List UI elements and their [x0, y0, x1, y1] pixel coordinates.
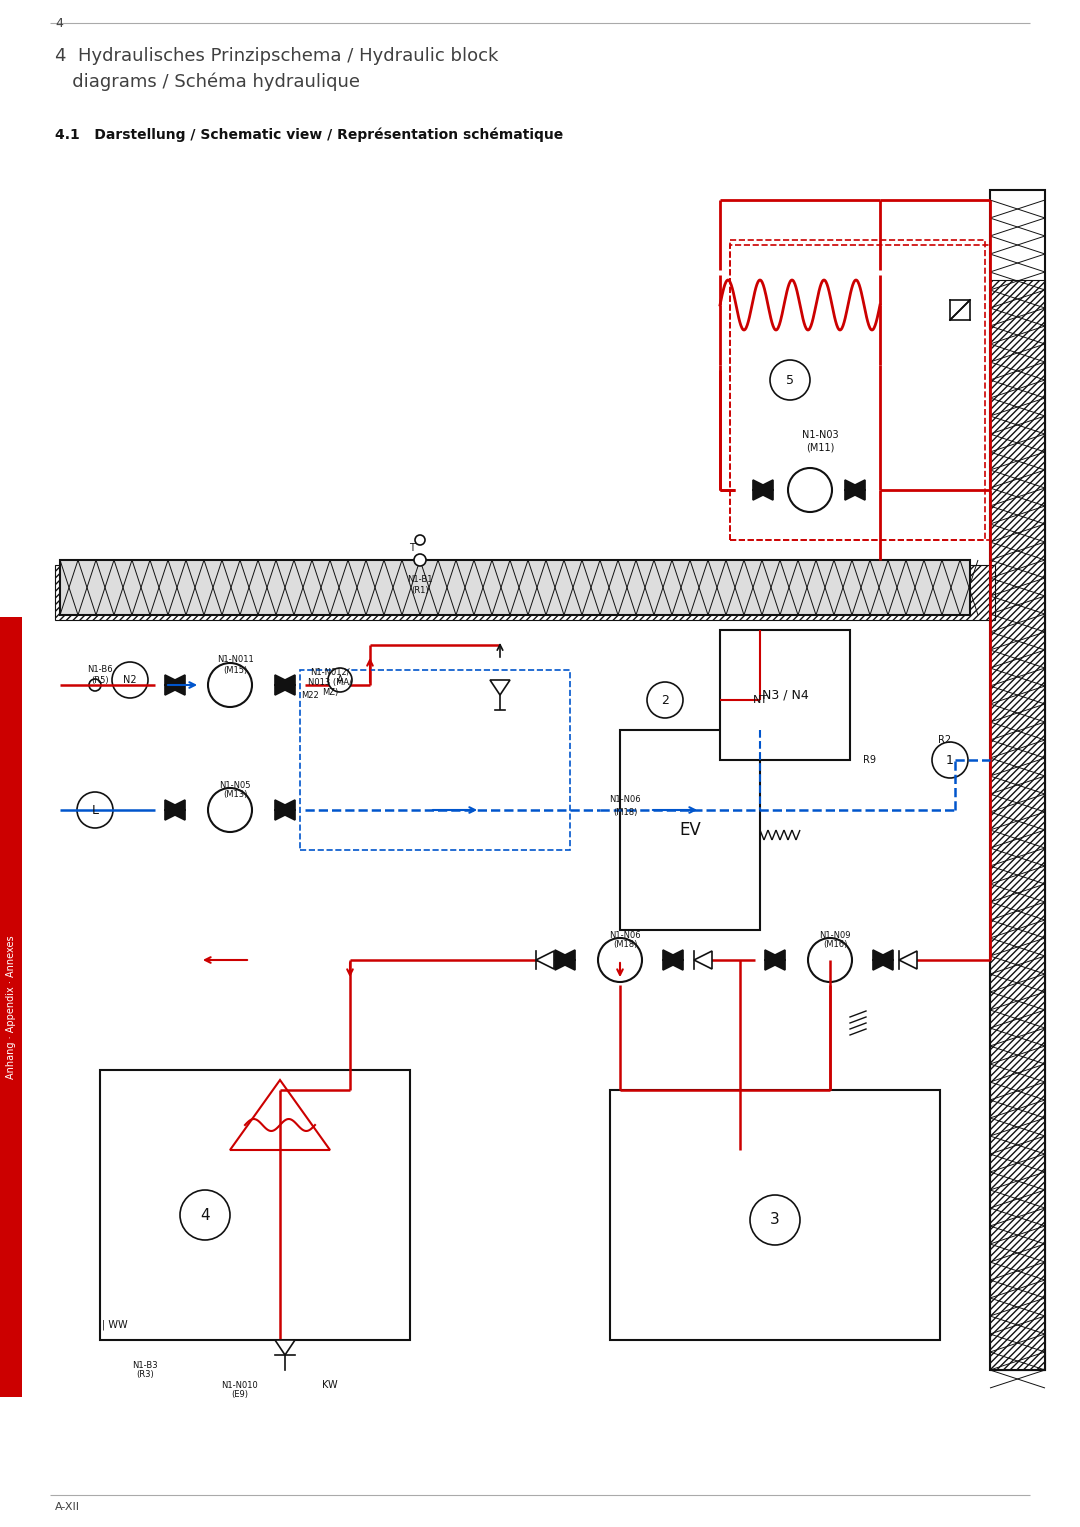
Text: R2: R2 — [939, 734, 951, 745]
Polygon shape — [275, 675, 295, 695]
Text: N3 / N4: N3 / N4 — [761, 689, 808, 701]
Polygon shape — [275, 675, 295, 695]
Text: N1-N012/: N1-N012/ — [310, 667, 350, 676]
Text: (M15): (M15) — [222, 666, 247, 675]
Circle shape — [208, 663, 252, 707]
Text: T: T — [409, 544, 415, 553]
Circle shape — [415, 534, 426, 545]
Text: 1: 1 — [946, 753, 954, 767]
Text: N013 (MA/: N013 (MA/ — [308, 678, 352, 687]
Text: 4  Hydraulisches Prinzipschema / Hydraulic block
   diagrams / Schéma hydrauliqu: 4 Hydraulisches Prinzipschema / Hydrauli… — [55, 47, 498, 90]
Text: N1-N03: N1-N03 — [801, 431, 838, 440]
Polygon shape — [165, 675, 185, 695]
Bar — [0, 617, 22, 1397]
Circle shape — [750, 1196, 800, 1245]
Polygon shape — [873, 950, 893, 970]
Bar — [300, 670, 570, 851]
Circle shape — [89, 680, 102, 692]
Bar — [60, 560, 970, 615]
Text: KW: KW — [322, 1380, 338, 1390]
Text: (M11): (M11) — [806, 443, 834, 454]
Circle shape — [414, 554, 426, 567]
Text: N2: N2 — [123, 675, 137, 686]
Text: N1-B3: N1-B3 — [132, 1361, 158, 1370]
Polygon shape — [765, 950, 785, 970]
Polygon shape — [663, 950, 683, 970]
Polygon shape — [165, 675, 185, 695]
Circle shape — [77, 793, 113, 828]
Text: R9: R9 — [864, 754, 877, 765]
Text: EV: EV — [679, 822, 701, 838]
Text: N1-N010: N1-N010 — [221, 1380, 258, 1390]
Bar — [60, 560, 970, 615]
Text: (M18): (M18) — [612, 941, 637, 950]
Text: 4.1   Darstellung / Schematic view / Représentation schématique: 4.1 Darstellung / Schematic view / Repré… — [55, 127, 564, 142]
Polygon shape — [165, 800, 185, 820]
Polygon shape — [275, 800, 295, 820]
Bar — [990, 189, 1045, 1370]
Bar — [990, 279, 1045, 1370]
Text: Anhang · Appendix · Annexes: Anhang · Appendix · Annexes — [6, 935, 16, 1078]
Text: L: L — [92, 803, 98, 817]
Text: 2: 2 — [661, 693, 669, 707]
Text: N1-B1: N1-B1 — [407, 576, 433, 585]
Polygon shape — [753, 479, 773, 499]
Text: 3: 3 — [770, 1212, 780, 1228]
Bar — [730, 244, 990, 541]
Circle shape — [328, 667, 352, 692]
Text: N1-N011: N1-N011 — [217, 655, 254, 664]
Text: A-XII: A-XII — [55, 1503, 80, 1512]
Text: N1-N05: N1-N05 — [219, 780, 251, 789]
Text: 4: 4 — [55, 17, 63, 31]
Circle shape — [208, 788, 252, 832]
Polygon shape — [845, 479, 865, 499]
Text: (M18): (M18) — [612, 808, 637, 817]
Polygon shape — [663, 950, 683, 970]
Polygon shape — [765, 950, 785, 970]
Circle shape — [598, 938, 642, 982]
Circle shape — [932, 742, 968, 777]
Polygon shape — [873, 950, 893, 970]
Circle shape — [770, 360, 810, 400]
Polygon shape — [275, 1341, 295, 1354]
Bar — [55, 565, 995, 620]
Polygon shape — [694, 951, 712, 970]
Bar — [610, 1090, 940, 1341]
Polygon shape — [490, 680, 510, 695]
Text: (E9): (E9) — [231, 1391, 248, 1400]
Text: (R5): (R5) — [91, 675, 109, 684]
Text: N1-N06: N1-N06 — [609, 930, 640, 939]
Circle shape — [180, 1190, 230, 1240]
Polygon shape — [899, 951, 917, 970]
Polygon shape — [165, 800, 185, 820]
Text: 4: 4 — [200, 1208, 210, 1223]
Bar — [720, 631, 850, 760]
Text: A: A — [337, 675, 343, 686]
Text: (M13): (M13) — [222, 791, 247, 800]
Polygon shape — [275, 800, 295, 820]
Circle shape — [808, 938, 852, 982]
Text: NT: NT — [753, 695, 768, 705]
Bar — [620, 730, 760, 930]
Text: (R3): (R3) — [136, 1371, 153, 1379]
Text: | WW: | WW — [103, 1319, 127, 1330]
Circle shape — [647, 683, 683, 718]
Text: MZ): MZ) — [322, 687, 338, 696]
Text: (R1): (R1) — [411, 585, 429, 594]
Bar — [100, 1070, 410, 1341]
Polygon shape — [845, 479, 865, 499]
Text: 5: 5 — [786, 374, 794, 386]
Text: N1-B6: N1-B6 — [87, 666, 112, 675]
Polygon shape — [555, 950, 575, 970]
Polygon shape — [536, 951, 554, 970]
Text: M22: M22 — [301, 690, 319, 699]
Text: N1-N09: N1-N09 — [820, 930, 851, 939]
Circle shape — [112, 663, 148, 698]
Polygon shape — [555, 950, 575, 970]
Bar — [730, 240, 985, 541]
Text: (M16): (M16) — [823, 941, 847, 950]
Text: N1-N06: N1-N06 — [609, 796, 640, 805]
Polygon shape — [753, 479, 773, 499]
Circle shape — [788, 467, 832, 512]
